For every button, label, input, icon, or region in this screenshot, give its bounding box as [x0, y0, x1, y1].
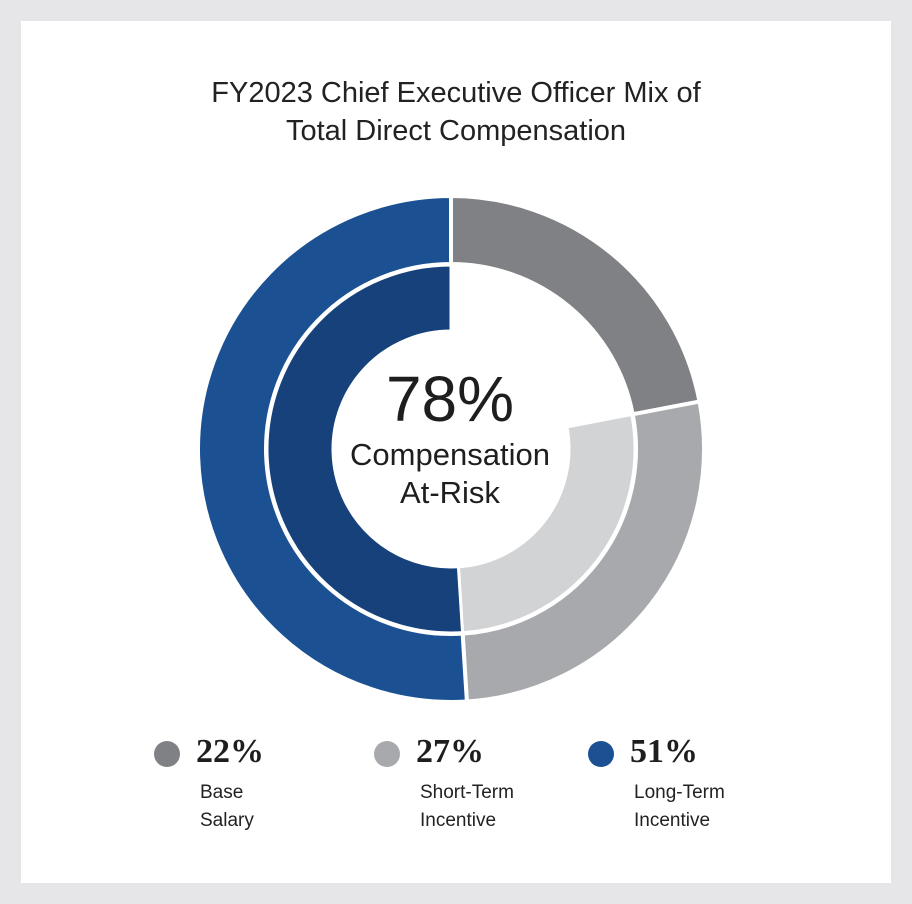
- legend-label-line: Salary: [200, 810, 254, 831]
- legend-value-base-salary: 22%: [196, 733, 264, 770]
- legend-label-line: Incentive: [634, 810, 711, 831]
- legend-label-line: Incentive: [420, 810, 497, 831]
- chart-card: [21, 21, 891, 883]
- slice-inner-short-term-incentive: [456, 412, 637, 635]
- at-risk-percentage: 78%: [385, 363, 515, 435]
- legend-label-short-term-incentive: Short-Term Incentive: [420, 779, 514, 835]
- legend-dot-long-term-incentive: [588, 741, 614, 767]
- at-risk-label-line-1: Compensation: [350, 437, 550, 472]
- at-risk-label-line-2: At-Risk: [400, 475, 500, 510]
- chart-title-line-2: Total Direct Compensation: [285, 115, 627, 147]
- legend-dot-base-salary: [154, 741, 180, 767]
- chart-title-line-1: FY2023 Chief Executive Officer Mix of: [211, 77, 701, 109]
- legend-label-base-salary: Base Salary: [200, 779, 254, 835]
- legend-label-line: Short-Term: [420, 782, 514, 803]
- legend-label-line: Long-Term: [634, 782, 725, 803]
- legend-label-line: Base: [200, 782, 244, 803]
- legend-value-long-term-incentive: 51%: [630, 733, 698, 770]
- slice-inner-long-term-incentive: [265, 263, 465, 635]
- chart-title: FY2023 Chief Executive Officer Mix of To…: [0, 74, 912, 150]
- legend-dot-short-term-incentive: [374, 741, 400, 767]
- legend-value-short-term-incentive: 27%: [416, 733, 484, 770]
- legend-label-long-term-incentive: Long-Term Incentive: [634, 779, 725, 835]
- donut-center-label: 78% Compensation At-Risk: [300, 362, 600, 512]
